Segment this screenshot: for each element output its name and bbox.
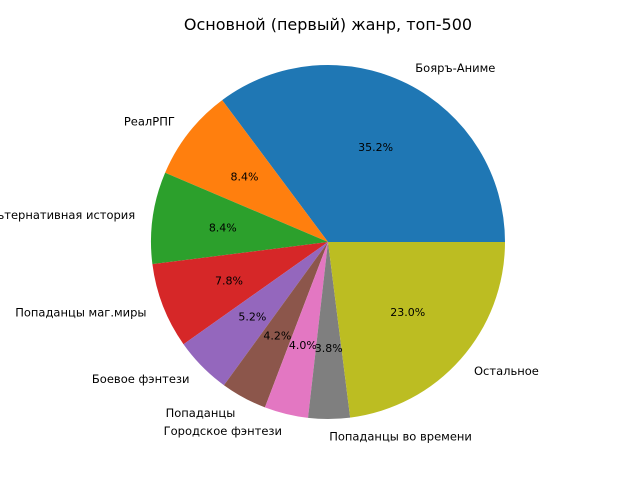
- slice-percent-8: 3.8%: [315, 342, 343, 355]
- slice-percent-5: 5.2%: [238, 310, 266, 323]
- slice-label-9: Остальное: [474, 364, 539, 378]
- slice-percent-9: 23.0%: [390, 306, 425, 319]
- slice-percent-2: 8.4%: [231, 170, 259, 183]
- slice-label-1: Бояръ-Аниме: [415, 61, 495, 75]
- slice-label-8: Попаданцы во времени: [329, 430, 472, 444]
- slice-percent-6: 4.2%: [263, 329, 291, 342]
- slice-label-4: Попаданцы маг.миры: [15, 306, 146, 320]
- pie-slice-6: [223, 242, 328, 408]
- pie-slice-7: [264, 242, 328, 418]
- slice-percent-7: 4.0%: [289, 339, 317, 352]
- pie-slice-9: [328, 242, 505, 418]
- pie-labels: Бояръ-Аниме 35.2% РеалРПГ 8.4% Альтернативна…: [0, 61, 539, 444]
- pie-slice-5: [183, 242, 328, 386]
- slice-label-3: Альтернативная история: [0, 208, 135, 222]
- pie-slice-8: [308, 242, 351, 419]
- pie-slice-1: [222, 64, 506, 242]
- pie-slice-3: [151, 172, 328, 265]
- pie-slice-2: [165, 100, 328, 243]
- pie-slice-4: [152, 242, 328, 345]
- slice-percent-1: 35.2%: [358, 141, 393, 154]
- slice-percent-4: 7.8%: [215, 274, 243, 287]
- pie-slices: [151, 64, 506, 419]
- slice-percent-3: 8.4%: [209, 221, 237, 234]
- slice-label-5: Боевое фэнтези: [92, 372, 190, 386]
- slice-label-2: РеалРПГ: [124, 115, 175, 129]
- slice-label-6: Попаданцы: [166, 406, 236, 420]
- slice-label-7: Городское фэнтези: [164, 424, 282, 438]
- chart-title: Основной (первый) жанр, топ-500: [184, 15, 472, 34]
